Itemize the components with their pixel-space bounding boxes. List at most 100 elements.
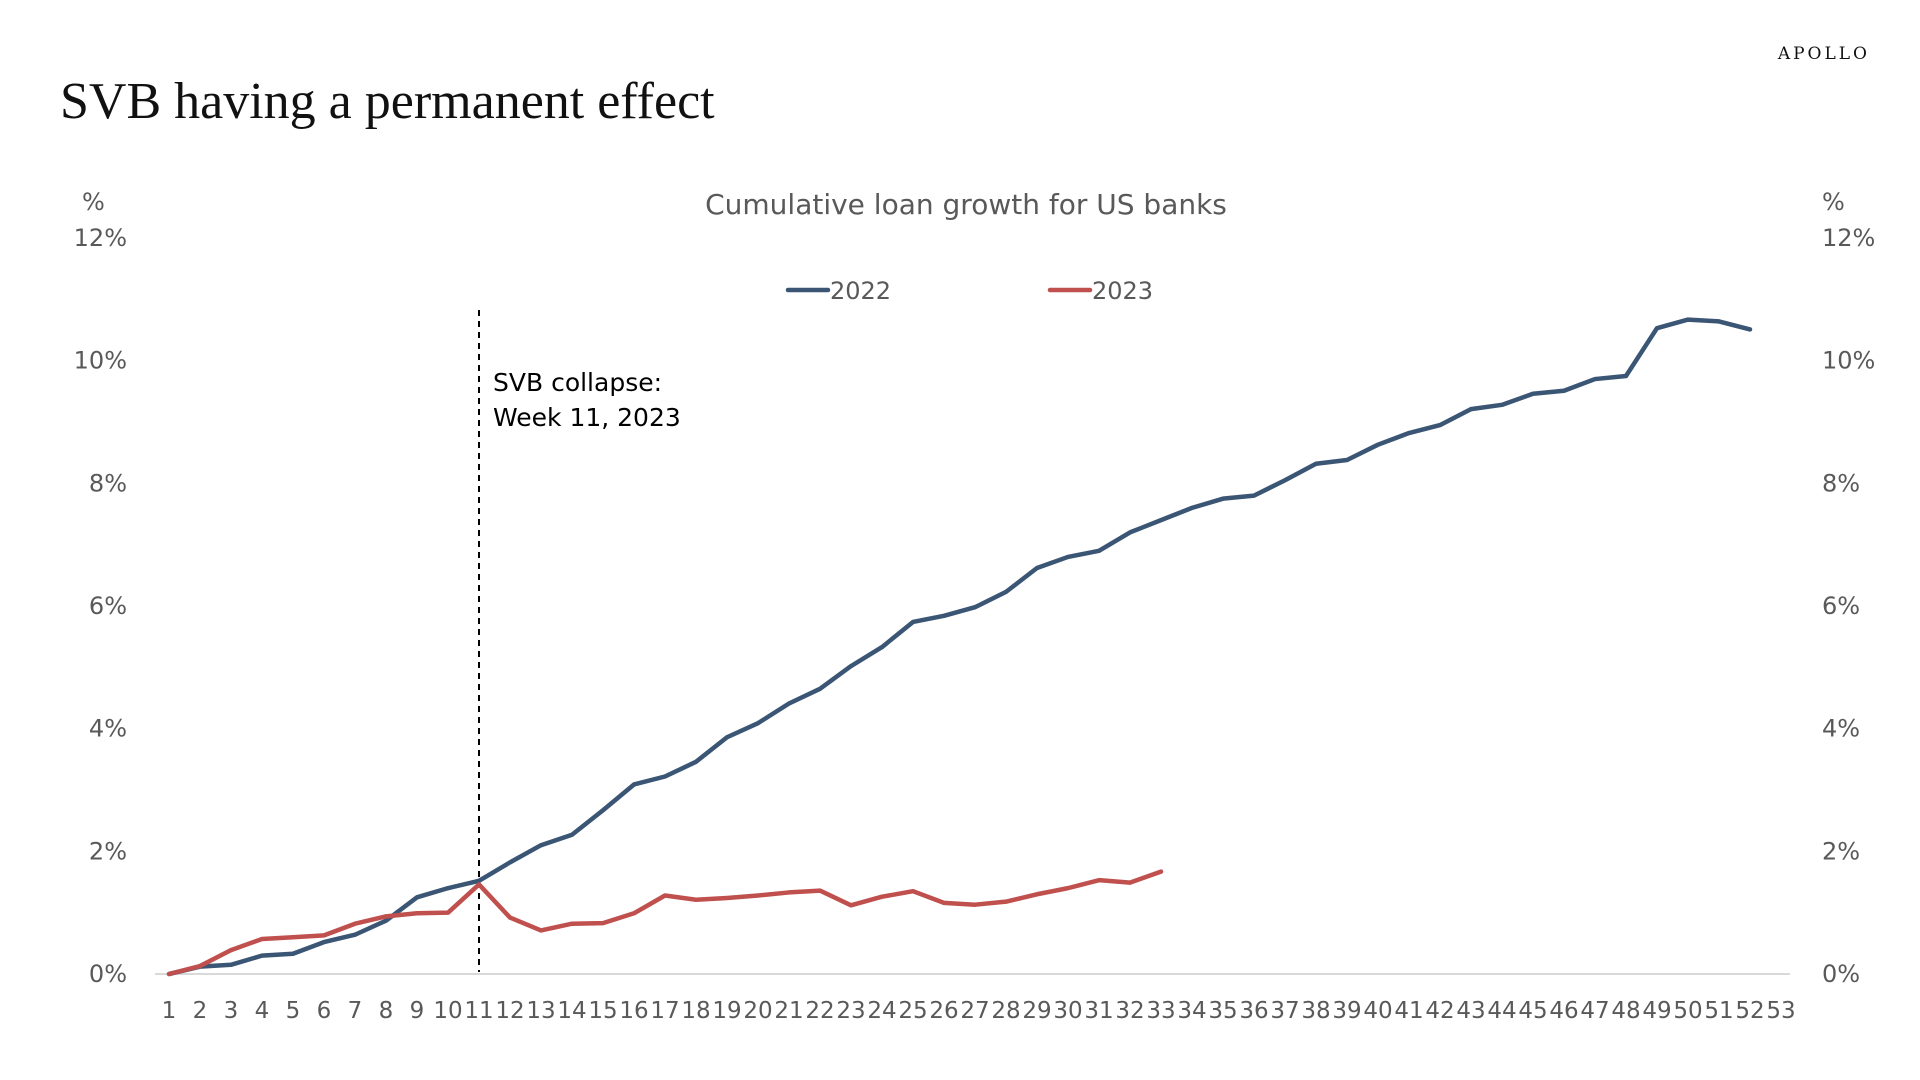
- data-point-2023: [1066, 886, 1070, 891]
- x-tick-label: 28: [991, 998, 1020, 1024]
- data-point-2022: [1035, 565, 1039, 570]
- data-point-2023: [1128, 880, 1132, 885]
- data-point-2022: [1314, 461, 1318, 466]
- x-tick-label: 6: [317, 998, 332, 1024]
- data-point-2022: [880, 645, 884, 650]
- data-point-2022: [1407, 431, 1411, 436]
- data-point-2022: [415, 895, 419, 900]
- y-tick-left-label: 2%: [89, 837, 127, 865]
- data-point-2023: [384, 914, 388, 919]
- y-tick-right-label: 4%: [1822, 715, 1860, 743]
- x-tick-label: 43: [1456, 998, 1485, 1024]
- legend: 2022 2023: [785, 277, 1153, 305]
- y-tick-left-label: 8%: [89, 469, 127, 497]
- data-point-2022: [1500, 402, 1504, 407]
- data-point-2022: [818, 686, 822, 691]
- x-tick-label: 49: [1642, 998, 1671, 1024]
- x-tick-label: 36: [1239, 998, 1268, 1024]
- data-point-2022: [911, 619, 915, 624]
- data-point-2022: [1562, 388, 1566, 393]
- data-point-2022: [1438, 423, 1442, 428]
- data-point-2023: [663, 893, 667, 898]
- data-point-2022: [1469, 407, 1473, 412]
- y-axis-right-unit: %: [1822, 188, 1845, 216]
- data-point-2022: [1066, 554, 1070, 559]
- x-tick-label: 50: [1673, 998, 1702, 1024]
- data-point-2022: [291, 951, 295, 956]
- data-point-2022: [322, 940, 326, 945]
- x-tick-label: 44: [1487, 998, 1516, 1024]
- x-tick-label: 34: [1177, 998, 1206, 1024]
- x-tick-label: 31: [1084, 998, 1113, 1024]
- data-point-2022: [1531, 391, 1535, 396]
- y-axis-right: 0% 2% 4% 6% 8% 10% 12%: [1822, 224, 1875, 988]
- x-tick-label: 2: [193, 998, 208, 1024]
- data-point-2023: [415, 911, 419, 916]
- x-tick-label: 10: [433, 998, 462, 1024]
- data-point-2022: [694, 759, 698, 764]
- x-tick-label: 45: [1518, 998, 1547, 1024]
- data-point-2022: [1128, 530, 1132, 535]
- x-tick-label: 51: [1704, 998, 1733, 1024]
- data-point-2023: [818, 888, 822, 893]
- data-point-2023: [353, 921, 357, 926]
- x-tick-label: 5: [286, 998, 301, 1024]
- data-point-2022: [1159, 518, 1163, 523]
- data-point-2023: [725, 895, 729, 900]
- data-point-2022: [1655, 326, 1659, 331]
- y-tick-right-label: 6%: [1822, 592, 1860, 620]
- data-point-2022: [508, 860, 512, 865]
- x-tick-label: 33: [1146, 998, 1175, 1024]
- y-tick-right-label: 0%: [1822, 960, 1860, 988]
- data-point-2022: [787, 701, 791, 706]
- svb-annotation-line1: SVB collapse:: [493, 368, 662, 397]
- data-point-2023: [601, 921, 605, 926]
- svb-annotation-line2: Week 11, 2023: [493, 403, 681, 432]
- x-tick-label: 17: [650, 998, 679, 1024]
- data-point-2023: [322, 933, 326, 938]
- x-tick-label: 39: [1332, 998, 1361, 1024]
- data-point-2022: [570, 832, 574, 837]
- x-tick-label: 23: [836, 998, 865, 1024]
- y-tick-left-label: 4%: [89, 715, 127, 743]
- series-line-2023: [166, 869, 1164, 977]
- data-point-2023: [198, 964, 202, 969]
- data-point-2022: [1283, 478, 1287, 483]
- x-tick-label: 16: [619, 998, 648, 1024]
- data-point-2023: [229, 948, 233, 953]
- data-point-2022: [1376, 442, 1380, 447]
- x-tick-label: 13: [526, 998, 555, 1024]
- y-tick-left-label: 0%: [89, 960, 127, 988]
- data-point-2023: [167, 972, 171, 976]
- x-tick-label: 20: [743, 998, 772, 1024]
- x-tick-label: 41: [1394, 998, 1423, 1024]
- x-tick-label: 8: [379, 998, 394, 1024]
- data-point-2023: [694, 897, 698, 902]
- data-point-2022: [601, 808, 605, 813]
- y-axis-left: 0% 2% 4% 6% 8% 10% 12%: [74, 224, 127, 988]
- data-point-2023: [942, 900, 946, 905]
- data-point-2022: [1097, 548, 1101, 553]
- x-tick-label: 9: [410, 998, 425, 1024]
- x-tick-label: 40: [1363, 998, 1392, 1024]
- x-tick-label: 25: [898, 998, 927, 1024]
- data-point-2022: [260, 953, 264, 958]
- data-point-2023: [446, 910, 450, 915]
- x-tick-label: 15: [588, 998, 617, 1024]
- data-point-2022: [353, 932, 357, 937]
- data-point-2023: [570, 921, 574, 926]
- x-tick-label: 22: [805, 998, 834, 1024]
- x-tick-label: 37: [1270, 998, 1299, 1024]
- data-point-2022: [632, 782, 636, 787]
- y-axis-left-unit: %: [82, 188, 105, 216]
- y-tick-right-label: 10%: [1822, 347, 1875, 375]
- data-point-2022: [1190, 505, 1194, 510]
- data-point-2022: [1717, 319, 1721, 324]
- y-tick-right-label: 12%: [1822, 224, 1875, 252]
- data-point-2022: [725, 735, 729, 740]
- data-point-2023: [632, 911, 636, 916]
- data-point-2023: [1035, 892, 1039, 897]
- data-point-2023: [911, 889, 915, 894]
- data-point-2022: [1624, 374, 1628, 378]
